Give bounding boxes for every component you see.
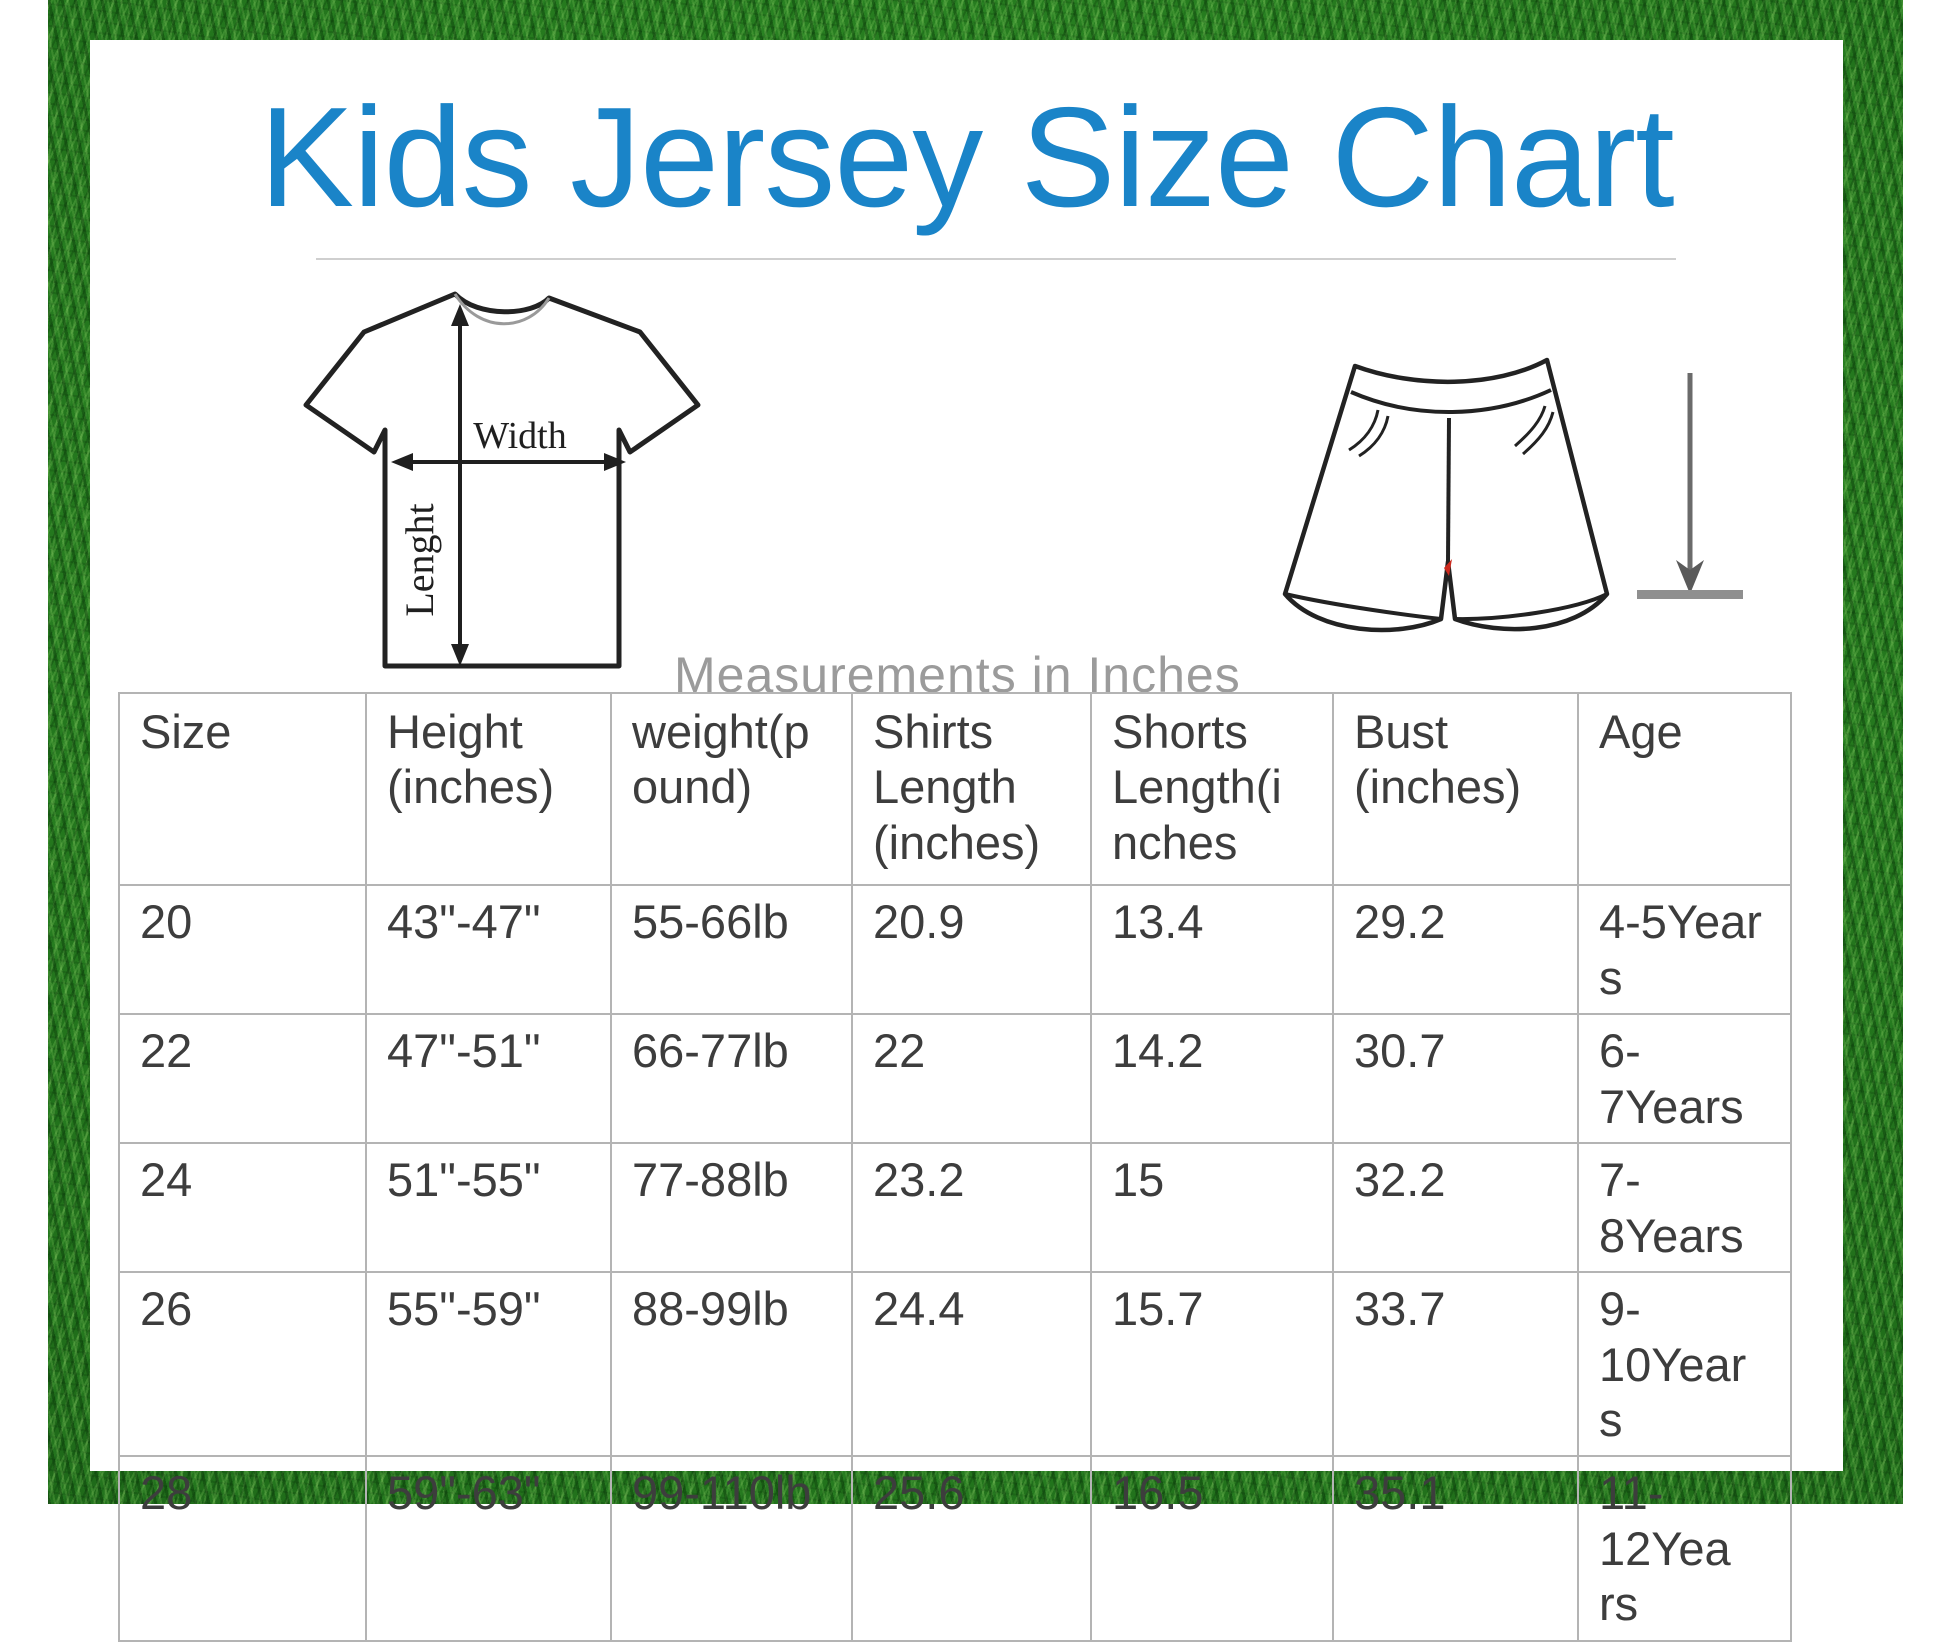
header-cell-6: Age [1577, 691, 1792, 887]
table-cell: 15 [1090, 1142, 1334, 1274]
table-cell: 16.5 [1090, 1455, 1334, 1642]
table-cell: 7-8Years [1577, 1142, 1792, 1274]
header-cell-2: weight(p ound) [610, 691, 853, 887]
header-cell-0: Size [118, 691, 367, 887]
table-cell: 20 [118, 884, 367, 1016]
waistband-line [1350, 388, 1552, 415]
table-cell: 14.2 [1090, 1013, 1334, 1145]
table-cell: 51"-55" [365, 1142, 612, 1274]
pocket-lines [1348, 405, 1555, 458]
table-cell: 6-7Years [1577, 1013, 1792, 1145]
crotch-line [1446, 417, 1451, 563]
table-cell: 25.6 [851, 1455, 1092, 1642]
table-cell: 11-12Yea rs [1577, 1455, 1792, 1642]
header-cell-5: Bust (inches) [1332, 691, 1579, 887]
table-row: 20 43"-47" 55-66lb 20.9 13.4 29.2 4-5Year s [118, 884, 1792, 1016]
left-hem-line [1284, 592, 1442, 621]
page-title: Kids Jersey Size Chart [259, 78, 1674, 237]
table-cell: 26 [118, 1271, 367, 1458]
size-chart-card: Kids Jersey Size Chart Width Lenght [90, 40, 1843, 1642]
table-cell: 23.2 [851, 1142, 1092, 1274]
table-cell: 35.1 [1332, 1455, 1579, 1642]
size-table: Size Height (inches) weight(p ound) Shirts … [118, 691, 1792, 1642]
table-cell: 20.9 [851, 884, 1092, 1016]
shorts-diagram-icon [1282, 357, 1743, 633]
header-cell-3: Shirts Length (inches) [851, 691, 1092, 887]
table-cell: 24.4 [851, 1271, 1092, 1458]
height-arrow-icon [1637, 373, 1743, 599]
table-cell: 66-77lb [610, 1013, 853, 1145]
table-cell: 15.7 [1090, 1271, 1334, 1458]
right-hem-line [1454, 592, 1608, 622]
table-cell: 22 [851, 1013, 1092, 1145]
length-arrow-icon [451, 304, 469, 666]
tshirt-diagram-icon: Width Lenght [303, 291, 701, 669]
width-arrow-icon [391, 453, 626, 471]
table-row: 26 55"-59" 88-99lb 24.4 15.7 33.7 9-10Year s [118, 1271, 1792, 1458]
table-cell: 29.2 [1332, 884, 1579, 1016]
table-cell: 28 [118, 1455, 367, 1642]
table-cell: 55"-59" [365, 1271, 612, 1458]
table-cell: 77-88lb [610, 1142, 853, 1274]
header-cell-1: Height (inches) [365, 691, 612, 887]
table-cell: 99-110lb [610, 1455, 853, 1642]
table-cell: 9-10Year s [1577, 1271, 1792, 1458]
collar-line [453, 293, 551, 326]
table-cell: 88-99lb [610, 1271, 853, 1458]
table-row: 22 47"-51" 66-77lb 22 14.2 30.7 6-7Years [118, 1013, 1792, 1145]
title-divider [316, 258, 1676, 260]
table-cell: 32.2 [1332, 1142, 1579, 1274]
table-cell: 4-5Year s [1577, 884, 1792, 1016]
table-cell: 33.7 [1332, 1271, 1579, 1458]
table-cell: 47"-51" [365, 1013, 612, 1145]
table-cell: 13.4 [1090, 884, 1334, 1016]
ground-line [1637, 590, 1743, 599]
table-cell: 24 [118, 1142, 367, 1274]
table-cell: 30.7 [1332, 1013, 1579, 1145]
shorts-accent [1444, 559, 1452, 576]
table-cell: 43"-47" [365, 884, 612, 1016]
table-row: 28 59"-63" 99-110lb 25.6 16.5 35.1 11-12Yea rs [118, 1455, 1792, 1642]
table-cell: 22 [118, 1013, 367, 1145]
header-row: Size Height (inches) weight(p ound) Shirts … [118, 691, 1792, 887]
table-row: 24 51"-55" 77-88lb 23.2 15 32.2 7-8Years [118, 1142, 1792, 1274]
width-label: Width [473, 415, 566, 457]
table-cell: 55-66lb [610, 884, 853, 1016]
length-label: Lenght [397, 503, 442, 616]
header-cell-4: Shorts Length(i nches [1090, 691, 1334, 887]
table-cell: 59"-63" [365, 1455, 612, 1642]
